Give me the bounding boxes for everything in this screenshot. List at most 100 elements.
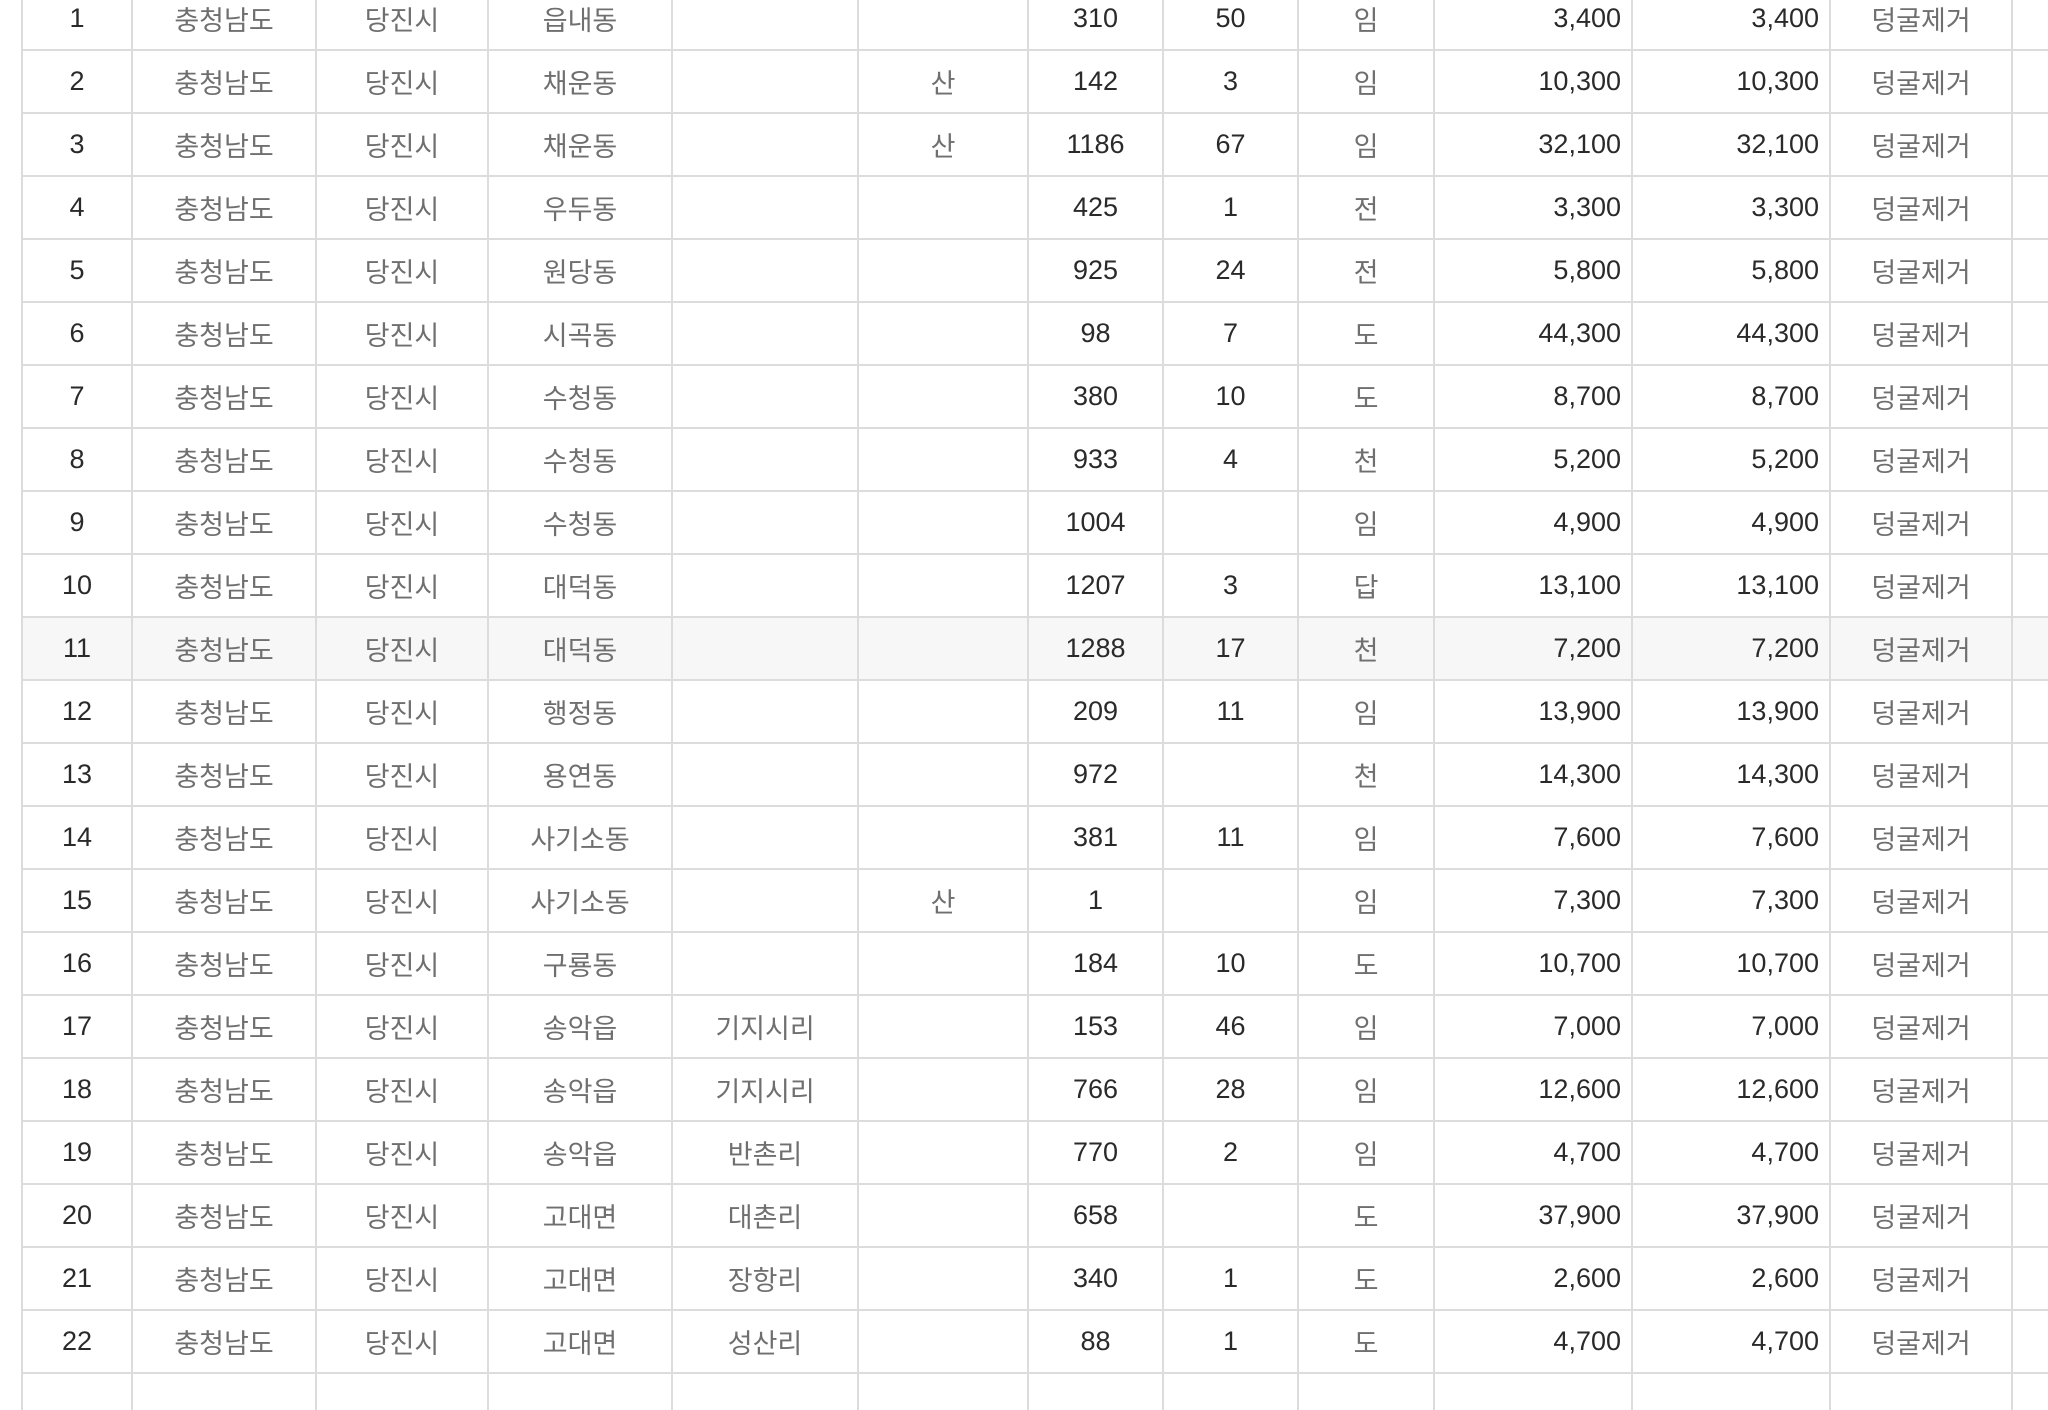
table-row[interactable]: 20 충청남도 당진시 고대면 대촌리 658 도 37,900 37,900 덩굴제거 [21,1184,2048,1248]
cell-bubun: 11 [1162,806,1298,870]
table-row[interactable]: 9 충청남도 당진시 수청동 1004 임 4,900 4,900 덩굴제거 [21,491,2048,555]
table-row[interactable]: 1 충청남도 당진시 읍내동 310 50 임 3,400 3,400 덩굴제거 [21,0,2048,51]
cell-area2: 32,100 [1631,113,1830,177]
cell-ri [671,743,858,807]
cell-empty [315,1373,488,1410]
cell-sigungu: 당진시 [315,1247,488,1311]
cell-dong: 행정동 [487,680,672,744]
cell-overflow [2011,1310,2048,1374]
table-row[interactable]: 21 충청남도 당진시 고대면 장항리 340 1 도 2,600 2,600 덩굴제거 [21,1247,2048,1311]
cell-bubun: 10 [1162,932,1298,996]
cell-work: 덩굴제거 [1829,743,2012,807]
table-row[interactable]: 22 충청남도 당진시 고대면 성산리 88 1 도 4,700 4,700 덩굴제거 [21,1310,2048,1374]
table-row[interactable]: 7 충청남도 당진시 수청동 380 10 도 8,700 8,700 덩굴제거 [21,365,2048,429]
cell-work: 덩굴제거 [1829,176,2012,240]
cell-overflow [2011,1121,2048,1185]
cell-area1: 7,600 [1433,806,1632,870]
cell-jimok: 도 [1297,1247,1434,1311]
table-row[interactable]: 10 충청남도 당진시 대덕동 1207 3 답 13,100 13,100 덩굴제거 [21,554,2048,618]
table-row[interactable]: 5 충청남도 당진시 원당동 925 24 전 5,800 5,800 덩굴제거 [21,239,2048,303]
cell-area2: 4,900 [1631,491,1830,555]
cell-bonbun: 1207 [1027,554,1163,618]
cell-area1: 13,900 [1433,680,1632,744]
table-row[interactable]: 15 충청남도 당진시 사기소동 산 1 임 7,300 7,300 덩굴제거 [21,869,2048,933]
table-row[interactable]: 13 충청남도 당진시 용연동 972 천 14,300 14,300 덩굴제거 [21,743,2048,807]
cell-san [857,491,1028,555]
cell-sigungu: 당진시 [315,869,488,933]
cell-work: 덩굴제거 [1829,1247,2012,1311]
cell-sido: 충청남도 [131,50,316,114]
cell-ri: 성산리 [671,1310,858,1374]
cell-area2: 3,400 [1631,0,1830,51]
cell-jimok: 임 [1297,869,1434,933]
cell-san [857,743,1028,807]
cell-bonbun: 184 [1027,932,1163,996]
cell-work: 덩굴제거 [1829,239,2012,303]
cell-dong: 사기소동 [487,806,672,870]
table-row[interactable]: 16 충청남도 당진시 구룡동 184 10 도 10,700 10,700 덩굴제거 [21,932,2048,996]
table-row[interactable]: 14 충청남도 당진시 사기소동 381 11 임 7,600 7,600 덩굴제거 [21,806,2048,870]
cell-sido: 충청남도 [131,0,316,51]
cell-sigungu: 당진시 [315,1058,488,1122]
table-row[interactable]: 17 충청남도 당진시 송악읍 기지시리 153 46 임 7,000 7,000 덩굴제거 [21,995,2048,1059]
table-row[interactable]: 2 충청남도 당진시 채운동 산 142 3 임 10,300 10,300 덩굴제거 [21,50,2048,114]
table-row[interactable]: 19 충청남도 당진시 송악읍 반촌리 770 2 임 4,700 4,700 덩굴제거 [21,1121,2048,1185]
cell-ri: 기지시리 [671,1058,858,1122]
table-row[interactable]: 11 충청남도 당진시 대덕동 1288 17 천 7,200 7,200 덩굴제거 [21,617,2048,681]
cell-jimok: 임 [1297,806,1434,870]
cell-bubun: 50 [1162,0,1298,51]
cell-dong: 고대면 [487,1310,672,1374]
cell-empty [2011,1373,2048,1410]
cell-san [857,1121,1028,1185]
cell-overflow [2011,0,2048,51]
cell-jimok: 천 [1297,743,1434,807]
cell-area1: 14,300 [1433,743,1632,807]
cell-no: 5 [21,239,132,303]
table-row[interactable]: 6 충청남도 당진시 시곡동 98 7 도 44,300 44,300 덩굴제거 [21,302,2048,366]
cell-area1: 7,200 [1433,617,1632,681]
cell-san [857,0,1028,51]
cell-area1: 10,300 [1433,50,1632,114]
cell-dong: 시곡동 [487,302,672,366]
table-row[interactable]: 8 충청남도 당진시 수청동 933 4 천 5,200 5,200 덩굴제거 [21,428,2048,492]
cell-overflow [2011,302,2048,366]
cell-area1: 2,600 [1433,1247,1632,1311]
cell-work: 덩굴제거 [1829,1184,2012,1248]
cell-sigungu: 당진시 [315,743,488,807]
cell-bonbun: 142 [1027,50,1163,114]
cell-work: 덩굴제거 [1829,302,2012,366]
cell-bubun [1162,491,1298,555]
cell-overflow [2011,869,2048,933]
cell-bubun: 1 [1162,1247,1298,1311]
cell-san [857,806,1028,870]
cell-empty [1829,1373,2012,1410]
table-row[interactable]: 18 충청남도 당진시 송악읍 기지시리 766 28 임 12,600 12,600 덩굴제거 [21,1058,2048,1122]
table-row[interactable]: 12 충청남도 당진시 행정동 209 11 임 13,900 13,900 덩굴제거 [21,680,2048,744]
cell-area2: 12,600 [1631,1058,1830,1122]
cell-jimok: 임 [1297,995,1434,1059]
cell-jimok: 도 [1297,302,1434,366]
cell-san: 산 [857,869,1028,933]
cell-area2: 5,800 [1631,239,1830,303]
cell-ri [671,554,858,618]
cell-bonbun: 933 [1027,428,1163,492]
cell-ri [671,869,858,933]
cell-area2: 8,700 [1631,365,1830,429]
cell-bonbun: 209 [1027,680,1163,744]
table-row[interactable] [21,1373,2048,1410]
cell-sigungu: 당진시 [315,932,488,996]
cell-area2: 7,000 [1631,995,1830,1059]
cell-jimok: 임 [1297,113,1434,177]
cell-work: 덩굴제거 [1829,995,2012,1059]
cell-san [857,176,1028,240]
cell-ri [671,932,858,996]
cell-san: 산 [857,113,1028,177]
cell-bubun: 24 [1162,239,1298,303]
cell-bubun: 3 [1162,50,1298,114]
table-row[interactable]: 3 충청남도 당진시 채운동 산 1186 67 임 32,100 32,100 덩굴제거 [21,113,2048,177]
cell-area2: 7,600 [1631,806,1830,870]
table-row[interactable]: 4 충청남도 당진시 우두동 425 1 전 3,300 3,300 덩굴제거 [21,176,2048,240]
cell-bubun: 46 [1162,995,1298,1059]
cell-no: 2 [21,50,132,114]
cell-area1: 4,700 [1433,1121,1632,1185]
